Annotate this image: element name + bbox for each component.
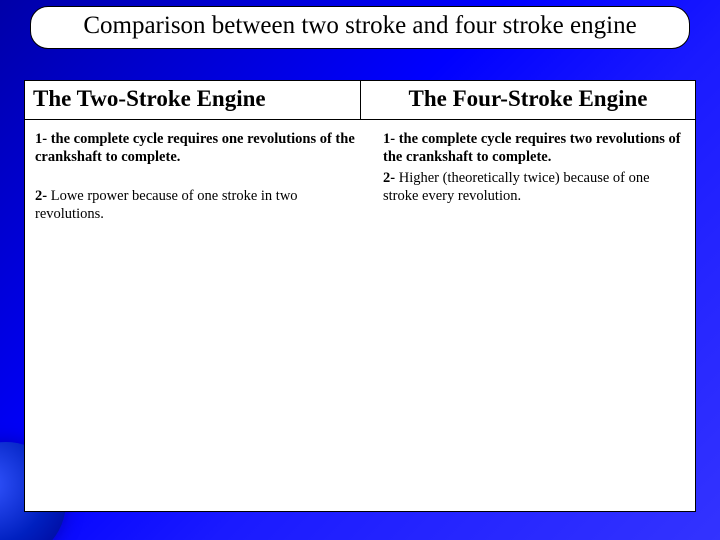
column-header-left: The Two-Stroke Engine bbox=[25, 81, 361, 119]
row-text: Lowe rpower because of one stroke in two… bbox=[35, 188, 298, 223]
table-row: 2- Lowe rpower because of one stroke in … bbox=[35, 187, 363, 224]
table-row: 2- Higher (theoretically twice) because … bbox=[383, 169, 685, 206]
row-number: 1- bbox=[35, 131, 47, 147]
page-title: Comparison between two stroke and four s… bbox=[43, 11, 677, 42]
row-text: Higher (theoretically twice) because of … bbox=[383, 170, 650, 205]
row-gap bbox=[35, 169, 363, 187]
row-text: the complete cycle requires two revoluti… bbox=[383, 131, 681, 166]
column-header-right: The Four-Stroke Engine bbox=[361, 81, 695, 119]
row-text: the complete cycle requires one revoluti… bbox=[35, 131, 355, 166]
table-row: 1- the complete cycle requires one revol… bbox=[35, 130, 363, 167]
comparison-table: The Two-Stroke Engine The Four-Stroke En… bbox=[24, 80, 696, 512]
row-number: 2- bbox=[383, 170, 395, 186]
table-row: 1- the complete cycle requires two revol… bbox=[383, 130, 685, 167]
table-body: 1- the complete cycle requires one revol… bbox=[25, 120, 695, 510]
row-number: 1- bbox=[383, 131, 395, 147]
column-right: 1- the complete cycle requires two revol… bbox=[373, 120, 695, 510]
table-header-row: The Two-Stroke Engine The Four-Stroke En… bbox=[25, 81, 695, 120]
column-left: 1- the complete cycle requires one revol… bbox=[25, 120, 373, 510]
title-card: Comparison between two stroke and four s… bbox=[30, 6, 690, 49]
row-number: 2- bbox=[35, 188, 47, 204]
